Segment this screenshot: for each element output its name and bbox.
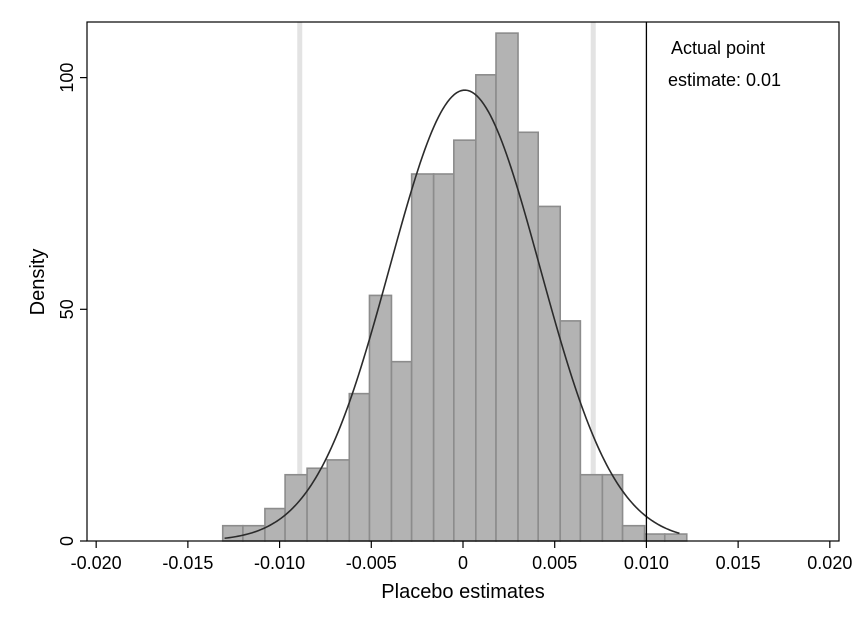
- histogram-bar-4: [284, 473, 308, 542]
- histogram-bar-3: [264, 507, 286, 542]
- x-tick-label: -0.005: [346, 553, 397, 573]
- x-tick-label: 0.005: [532, 553, 577, 573]
- y-axis: 0 50 100: [57, 63, 87, 546]
- histogram-bar-18: [579, 473, 604, 542]
- histogram-bar-5: [306, 467, 329, 542]
- histogram-bar-7: [348, 392, 371, 542]
- x-tick-label: -0.020: [71, 553, 122, 573]
- histogram-bar-10: [410, 173, 435, 542]
- x-tick-label: 0: [458, 553, 468, 573]
- histogram-bar-14: [495, 32, 519, 542]
- interval-reference-lines: [297, 22, 596, 541]
- x-axis-title: Placebo estimates: [381, 581, 544, 603]
- normal-density-curve: [224, 89, 680, 540]
- histogram-bar-15: [517, 131, 540, 542]
- histogram-bar-9: [390, 360, 413, 542]
- x-tick-label: 0.020: [807, 553, 852, 573]
- histogram-bar-21: [643, 533, 666, 542]
- histogram-bar-12: [453, 139, 477, 542]
- x-tick-label: -0.015: [162, 553, 213, 573]
- x-axis: -0.020 -0.015 -0.010 -0.005 0 0.005 0.010 0.015…: [71, 541, 852, 573]
- histogram-bar-22: [663, 533, 688, 542]
- histogram-bar-19: [601, 473, 624, 542]
- x-tick-label: 0.015: [716, 553, 761, 573]
- histogram-bar-8: [368, 294, 393, 542]
- histogram-bar-11: [432, 173, 455, 542]
- histogram-bars: [221, 32, 688, 542]
- y-tick-label: 0: [57, 536, 77, 546]
- annotation-line-2: estimate: 0.01: [668, 70, 781, 90]
- annotation-line-1: Actual point: [671, 38, 765, 58]
- x-tick-label: -0.010: [254, 553, 305, 573]
- x-tick-label: 0.010: [624, 553, 669, 573]
- histogram-bar-16: [537, 205, 562, 542]
- histogram-bar-2: [242, 524, 266, 542]
- y-axis-title: Density: [27, 249, 49, 316]
- histogram-bar-6: [326, 459, 351, 542]
- y-tick-label: 50: [57, 299, 77, 319]
- histogram-bar-17: [559, 320, 582, 542]
- histogram-bar-13: [475, 74, 497, 542]
- histogram-bar-20: [621, 524, 646, 542]
- y-tick-label: 100: [57, 63, 77, 93]
